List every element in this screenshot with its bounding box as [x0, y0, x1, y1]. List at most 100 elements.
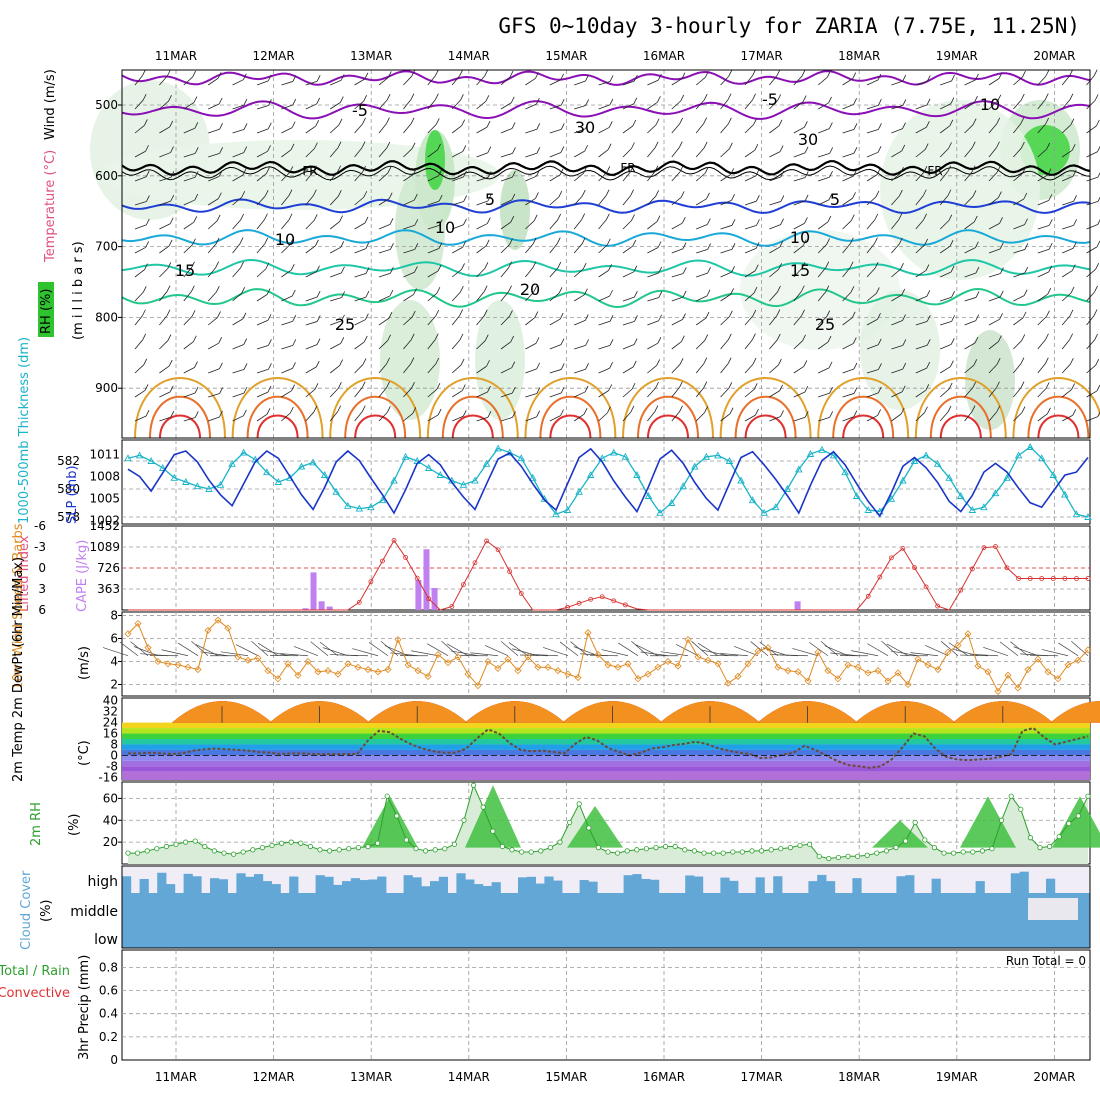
wind-barb	[476, 152, 488, 158]
wind-barb-flag	[585, 122, 589, 129]
rh-peak	[1052, 796, 1100, 848]
cloud-cell	[157, 921, 167, 948]
wind-barb	[988, 341, 999, 350]
wind-barb	[866, 243, 875, 254]
wind-barb	[378, 77, 389, 86]
cloud-gap	[1028, 898, 1078, 920]
wind-barb	[695, 76, 706, 86]
lifted-index-point	[923, 584, 929, 590]
wind-barb-flag	[902, 339, 907, 346]
wind-barb-flag	[852, 337, 857, 344]
cloud-cell	[342, 921, 352, 948]
wind-speed-point	[904, 680, 912, 689]
cloud-cell	[245, 921, 255, 948]
wind-barb-flag	[852, 192, 856, 199]
lifted-index-point	[611, 598, 617, 604]
cloud-cell	[887, 893, 897, 921]
rh-point	[1027, 835, 1034, 841]
wind-barb	[769, 315, 778, 326]
wind-barb	[476, 416, 489, 422]
temperature-contour-loop	[149, 395, 211, 439]
wind-barb-flag	[142, 309, 146, 316]
wind-barb	[525, 343, 537, 350]
thickness-point	[690, 462, 699, 470]
wind-barb-flag	[802, 95, 807, 102]
wind-barb-flag	[703, 381, 708, 388]
wind-barb	[1037, 174, 1049, 182]
cloud-cell	[535, 883, 545, 893]
wind-barb	[183, 221, 194, 230]
wind-speed-point	[394, 636, 402, 644]
wind-barb	[451, 125, 462, 134]
temp-color-band	[122, 755, 1090, 761]
wind-barb-flag	[532, 237, 537, 245]
wind-barb	[451, 269, 462, 278]
wind-barb-flag	[243, 146, 248, 153]
wind-barb-flag	[827, 215, 832, 223]
wind-speed-point	[874, 667, 882, 675]
wind-barb	[866, 104, 879, 110]
temperature-contour-loop	[451, 414, 494, 439]
wind-barb-flag	[485, 95, 490, 102]
wind-barb	[183, 291, 192, 302]
cloud-cell	[694, 893, 704, 921]
wind-speed-point	[714, 660, 722, 668]
wind-barb-flag	[803, 121, 808, 128]
wind-barb	[330, 272, 342, 278]
temperature-contour-loop	[246, 395, 309, 439]
cloud-cell	[817, 921, 827, 948]
wind-barb	[476, 101, 487, 110]
cloud-cell	[790, 921, 800, 948]
wind-speed-point	[1044, 668, 1052, 676]
wind-barb	[647, 411, 656, 422]
wind-barb-flag	[655, 381, 659, 389]
wind-barb-flag	[1069, 358, 1074, 365]
wind-barb-10m	[1071, 640, 1089, 656]
wind-barb-flag	[242, 312, 247, 320]
wind-barb-flag	[703, 141, 708, 149]
wind-barb-flag	[780, 218, 784, 225]
wind-barb-flag	[584, 144, 589, 152]
rh-point	[538, 848, 544, 854]
rh-point	[173, 841, 179, 847]
cloud-cell	[746, 921, 756, 948]
wind-barb-flag	[802, 334, 806, 341]
wind-barb	[134, 99, 144, 110]
wind-barb	[549, 152, 562, 158]
wind-barb	[573, 173, 584, 182]
wind-speed-point	[694, 653, 702, 661]
rh-point	[960, 849, 966, 855]
wind-barb	[793, 177, 806, 182]
wind-barb	[1037, 224, 1050, 230]
wind-barb	[939, 220, 950, 230]
cloud-cell	[878, 921, 888, 948]
wind-barb	[305, 80, 318, 86]
thickness-point	[621, 452, 630, 460]
wind-barb-flag	[410, 357, 415, 364]
thickness-point	[517, 454, 526, 462]
wind-barb	[842, 416, 854, 422]
wind-barb	[256, 80, 269, 86]
wind-barb	[281, 295, 293, 302]
wind-barb-flag	[560, 386, 565, 394]
wind-barb-flag	[410, 117, 415, 124]
temp-color-band	[122, 722, 1090, 729]
wind-barb	[354, 100, 364, 110]
wind-barb-flag	[925, 264, 930, 271]
wind-barb	[256, 319, 269, 326]
wind-barb-flag	[337, 405, 342, 412]
wind-barb-flag	[194, 386, 199, 394]
wind-barb-flag	[219, 362, 223, 369]
wind-barb	[866, 318, 878, 326]
wind-barb-flag	[341, 314, 345, 322]
wind-barb	[549, 243, 558, 254]
wind-barb	[671, 171, 681, 182]
wind-barb	[622, 148, 632, 158]
wind-barb-flag	[511, 361, 516, 368]
wind-speed-point	[374, 668, 382, 676]
wind-barb-flag	[536, 410, 541, 418]
cloud-cell	[236, 893, 246, 921]
wind-barb-flag	[853, 362, 858, 370]
contour-label: 20	[520, 280, 540, 299]
wind-barb	[647, 387, 656, 398]
